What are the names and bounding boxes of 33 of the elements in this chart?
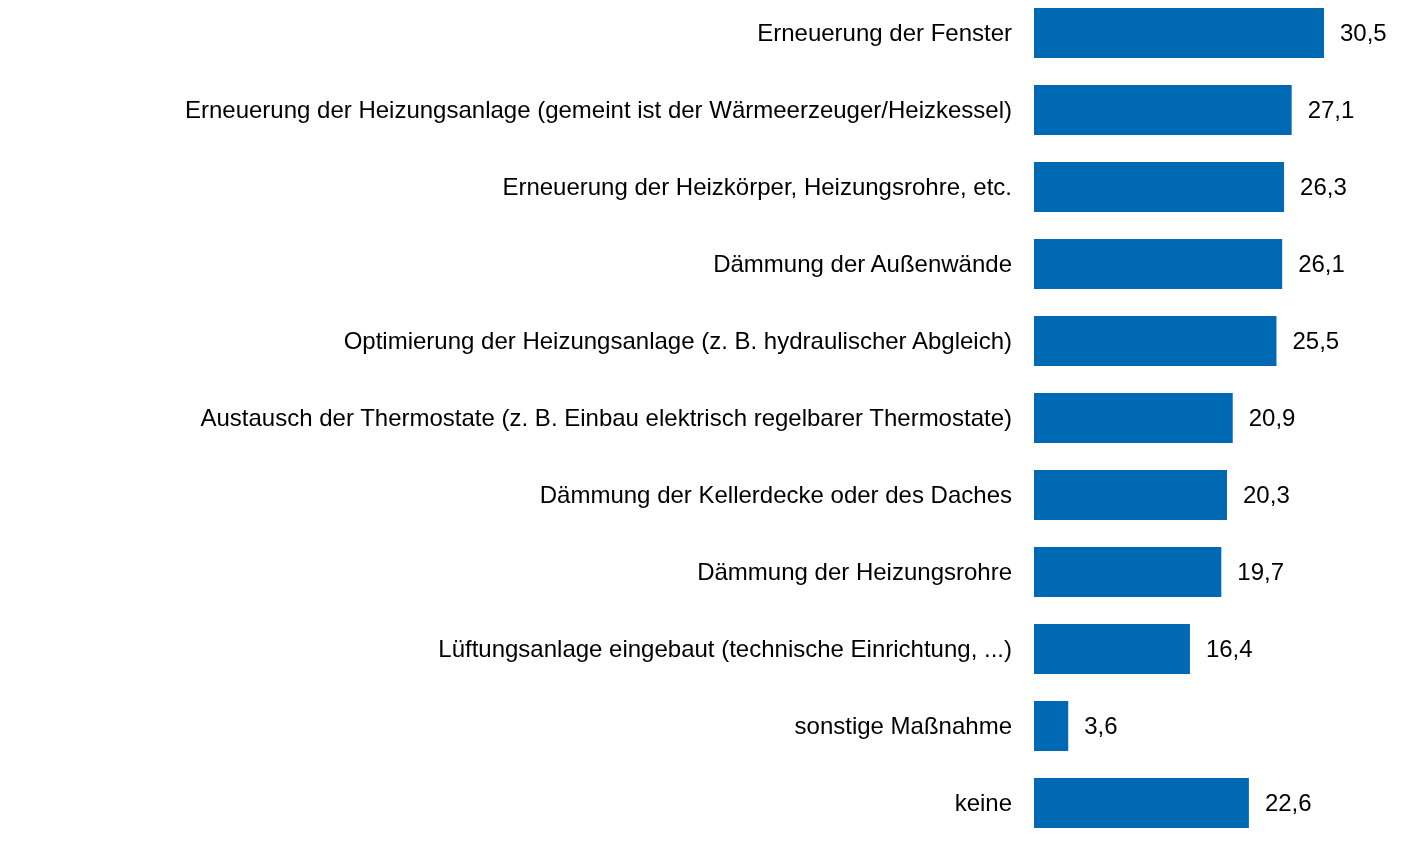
y-tick-label: Optimierung der Heizungsanlage (z. B. hydraulischer Abgleich) [343, 327, 1012, 355]
bar [1034, 547, 1222, 597]
bar [1034, 8, 1324, 58]
y-tick-label: Austausch der Thermostate (z. B. Einbau elektrisch regelbarer Thermostate) [200, 404, 1012, 432]
y-tick-label: Erneuerung der Fenster [757, 19, 1013, 47]
data-label: 22,6 [1264, 789, 1312, 817]
y-tick-label: Erneuerung der Heizungsanlage (gemeint ist der Wärmeerzeuger/Heizkessel) [184, 96, 1012, 124]
y-tick-label: Lüftungsanlage eingebaut (technische Einrichtung, ...) [438, 635, 1012, 663]
data-label: 20,9 [1248, 404, 1296, 432]
data-label: 3,6 [1084, 712, 1118, 740]
y-tick-label: Dämmung der Heizungsrohre [697, 558, 1012, 586]
y-tick-label: keine [954, 789, 1012, 817]
bar [1034, 778, 1249, 828]
bar [1034, 624, 1190, 674]
data-label: 16,4 [1205, 635, 1253, 663]
data-label: 26,1 [1298, 250, 1345, 278]
bar [1034, 701, 1069, 751]
data-label: 20,3 [1243, 481, 1290, 509]
data-label: 25,5 [1292, 327, 1340, 355]
data-label: 26,3 [1300, 173, 1347, 201]
bar [1034, 239, 1283, 289]
data-label: 19,7 [1237, 558, 1285, 586]
data-label: 27,1 [1307, 96, 1355, 124]
bar [1034, 162, 1285, 212]
y-tick-label: Erneuerung der Heizkörper, Heizungsrohre, etc. [502, 173, 1012, 201]
bar [1034, 393, 1233, 443]
data-label: 30,5 [1340, 19, 1387, 47]
y-tick-label: sonstige Maßnahme [794, 712, 1012, 740]
y-tick-label: Dämmung der Kellerdecke oder des Daches [539, 481, 1012, 509]
bar [1034, 85, 1292, 135]
bar [1034, 470, 1228, 520]
y-tick-label: Dämmung der Außenwände [713, 250, 1012, 278]
bar [1034, 316, 1277, 366]
